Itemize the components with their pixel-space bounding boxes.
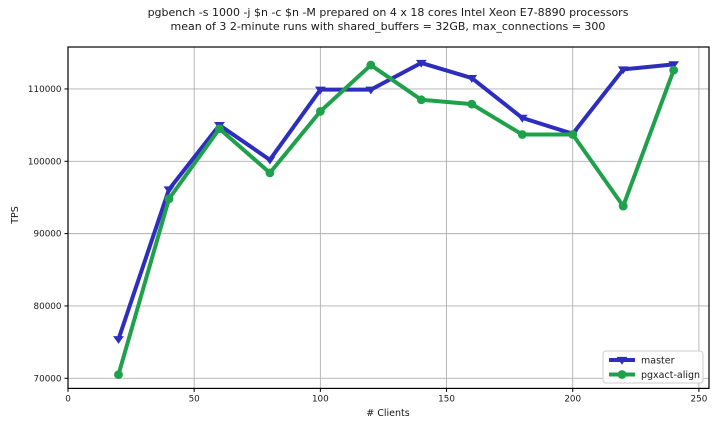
series-line-master xyxy=(116,60,674,340)
y-tick-label: 90000 xyxy=(34,230,62,240)
x-tick-label: 250 xyxy=(691,394,708,404)
y-tick-label: 80000 xyxy=(34,302,62,312)
x-tick-label: 100 xyxy=(312,394,329,404)
y-tick-label: 70000 xyxy=(34,374,62,384)
marker-pgxact-align xyxy=(315,106,325,116)
marker-pgxact-align xyxy=(114,370,123,380)
marker-pgxact-align xyxy=(265,168,275,178)
x-tick-label: 150 xyxy=(438,394,455,404)
y-axis-label: TPS xyxy=(10,206,21,225)
marker-master xyxy=(163,186,175,195)
legend-label-master: master xyxy=(641,356,675,367)
legend-marker-pgxact-align xyxy=(617,370,627,379)
marker-master xyxy=(113,336,124,344)
x-tick-label: 50 xyxy=(189,394,201,404)
y-tick-label: 110000 xyxy=(28,85,62,95)
plot-box xyxy=(67,46,710,389)
marker-pgxact-align xyxy=(467,99,477,109)
marker-pgxact-align xyxy=(618,201,628,211)
x-tick-label: 200 xyxy=(564,394,581,404)
marker-pgxact-align xyxy=(215,124,224,134)
marker-master xyxy=(516,114,528,123)
marker-master xyxy=(617,66,629,75)
chart-title-line1: pgbench -s 1000 -j $n -c $n -M prepared … xyxy=(148,6,629,19)
legend-label-pgxact-align: pgxact-align xyxy=(641,370,700,381)
marker-master xyxy=(365,86,377,95)
x-axis-label: # Clients xyxy=(366,408,409,419)
chart-title-line2: mean of 3 2-minute runs with shared_buff… xyxy=(171,20,606,33)
marker-pgxact-align xyxy=(669,65,679,75)
marker-master xyxy=(466,75,478,83)
marker-master xyxy=(415,59,427,68)
legend: master pgxact-align xyxy=(602,350,704,384)
marker-master xyxy=(264,156,276,165)
marker-pgxact-align xyxy=(517,130,527,139)
series-line-pgxact-align xyxy=(116,63,676,376)
y-tick-label: 100000 xyxy=(28,157,62,167)
x-tick-label: 0 xyxy=(65,394,71,404)
plot-border xyxy=(67,46,710,389)
marker-pgxact-align xyxy=(568,130,578,139)
tick-layer: 0 50 100 150 200 250 70000 80000 90000 100000 1100… xyxy=(28,85,708,404)
marker-master xyxy=(668,61,680,70)
series-layer xyxy=(113,59,680,380)
marker-master xyxy=(314,86,326,95)
marker-pgxact-align xyxy=(366,60,376,70)
marker-pgxact-align xyxy=(416,95,426,105)
legend-marker-master xyxy=(616,356,628,365)
marker-pgxact-align xyxy=(164,194,174,204)
grid-layer xyxy=(67,47,709,389)
